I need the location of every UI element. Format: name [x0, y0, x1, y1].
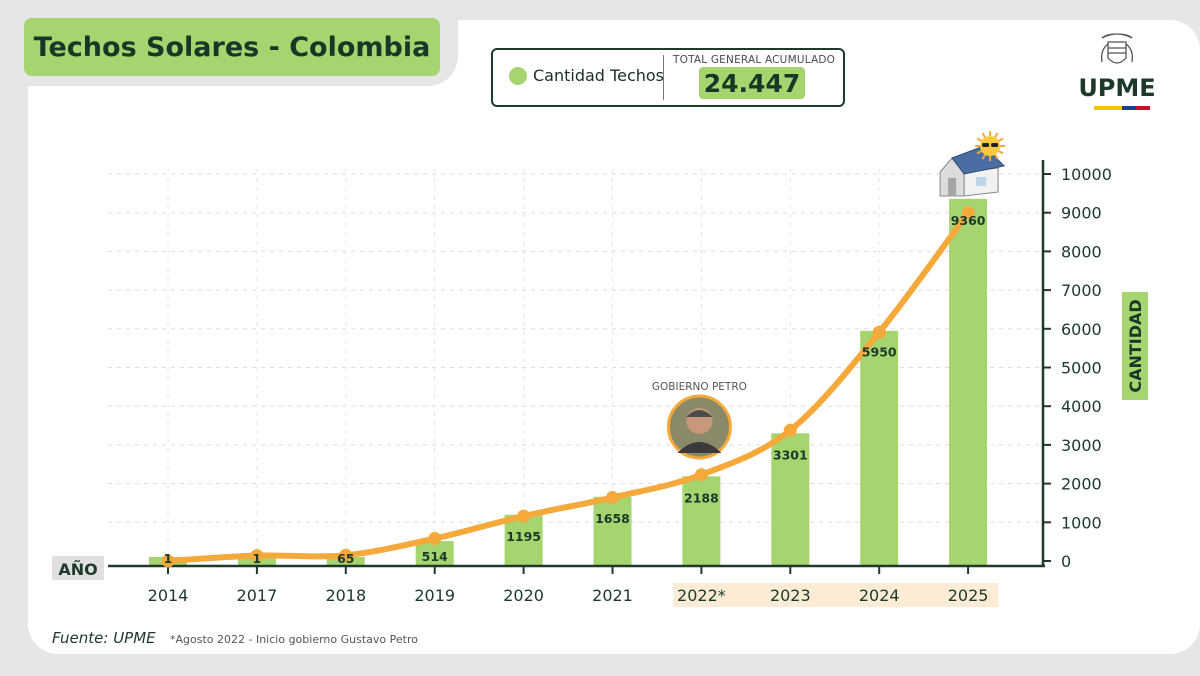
y-tick-label: 5000 [1061, 359, 1102, 378]
legend-separator [663, 55, 664, 100]
trend-point-2024 [872, 325, 886, 339]
y-tick-label: 8000 [1061, 242, 1102, 261]
bar-value-label: 1658 [595, 511, 630, 526]
trend-point-2021 [606, 491, 619, 505]
sun-sunglasses-icon [975, 131, 1006, 161]
bar-2020 [504, 514, 543, 565]
legend-swatch [509, 67, 527, 85]
bar-value-label: 514 [422, 549, 448, 564]
bar-value-label: 9360 [951, 213, 986, 228]
y-tick-label: 1000 [1061, 513, 1102, 532]
chart-title-box: Techos Solares - Colombia [24, 18, 440, 76]
bar-value-label: 3301 [773, 447, 808, 462]
trend-line [165, 209, 972, 564]
bar-value-label: 1 [164, 551, 173, 566]
bar-value-label: 2188 [684, 490, 719, 505]
bar-value-label: 1 [253, 551, 262, 566]
total-value: 24.447 [699, 67, 805, 99]
x-axis-label: AÑO [58, 560, 97, 579]
bar-2019 [415, 541, 454, 565]
upme-logo: UPME [1072, 28, 1162, 123]
person-portrait-icon [666, 394, 732, 460]
x-tick-label: 2019 [414, 586, 455, 605]
x-tick-label: 2018 [325, 586, 366, 605]
x-axis-label-bg [52, 556, 104, 580]
y-tick-label: 10000 [1061, 165, 1112, 184]
footer-source: Fuente: UPME [52, 629, 156, 647]
y-tick-label: 0 [1061, 552, 1071, 571]
y-tick-label: 6000 [1061, 320, 1102, 339]
y-tick-label: 2000 [1061, 475, 1102, 494]
bar-value-label: 65 [337, 551, 354, 566]
trend-point-2025 [961, 206, 975, 220]
trend-point-2014 [161, 554, 175, 568]
y-tick-label: 3000 [1061, 436, 1102, 455]
bar-2021 [593, 496, 632, 565]
x-tick-label: 2024 [859, 586, 900, 605]
x-tick-label: 2025 [948, 586, 989, 605]
x-tick-label: 2021 [592, 586, 633, 605]
x-highlight-band [673, 583, 999, 607]
y-axis-label: CANTIDAD [1126, 299, 1145, 392]
legend-series-label: Cantidad Techos [533, 66, 664, 85]
x-tick-label: 2022* [677, 586, 726, 605]
bar-value-label: 1195 [506, 529, 541, 544]
trend-point-2022* [694, 468, 708, 482]
total-label: TOTAL GENERAL ACUMULADO [673, 54, 836, 66]
bar-2024 [860, 330, 899, 565]
y-tick-label: 7000 [1061, 281, 1102, 300]
annotation-label: GOBIERNO PETRO [652, 381, 747, 393]
trend-point-2017 [250, 549, 264, 563]
trend-point-2020 [517, 509, 531, 523]
bar-value-label: 5950 [862, 345, 897, 360]
bar-2022* [682, 476, 721, 565]
y-tick-label: 4000 [1061, 397, 1102, 416]
x-tick-label: 2020 [503, 586, 544, 605]
y-tick-label: 9000 [1061, 204, 1102, 223]
colombia-flag-stripe [1094, 106, 1150, 110]
chart-title: Techos Solares - Colombia [33, 31, 431, 63]
x-tick-label: 2014 [148, 586, 189, 605]
x-tick-label: 2023 [770, 586, 811, 605]
trend-point-2018 [339, 548, 353, 562]
x-tick-label: 2017 [237, 586, 278, 605]
trend-point-2023 [783, 423, 797, 437]
bar-2025 [949, 198, 988, 565]
y-axis-label-bg [1122, 292, 1148, 400]
trend-point-2019 [428, 532, 442, 546]
legend-box: Cantidad Techos TOTAL GENERAL ACUMULADO … [491, 48, 845, 107]
colombia-coat-of-arms-icon [1100, 33, 1134, 64]
upme-logo-text: UPME [1078, 74, 1156, 102]
footer-note: *Agosto 2022 - Inicio gobierno Gustavo P… [170, 633, 418, 646]
bar-2023 [771, 433, 810, 565]
